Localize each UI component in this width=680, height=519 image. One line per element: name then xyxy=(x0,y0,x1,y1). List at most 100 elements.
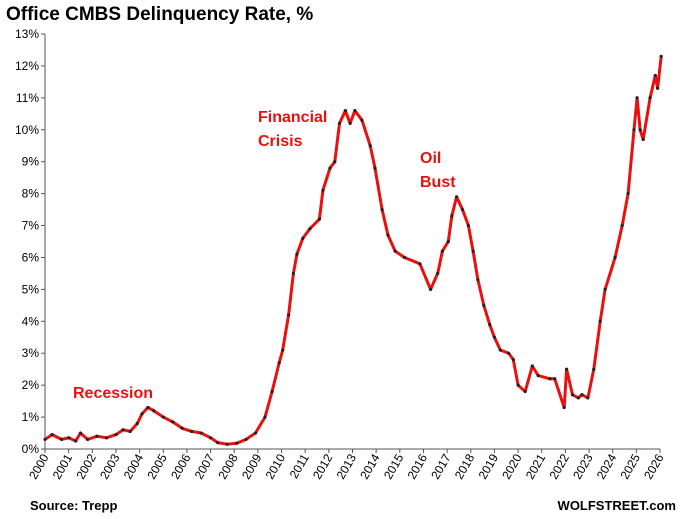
data-point xyxy=(516,383,520,387)
data-point xyxy=(225,442,229,446)
data-point xyxy=(85,437,90,442)
data-point xyxy=(43,437,47,442)
data-point xyxy=(471,249,475,253)
source: Source: Trepp xyxy=(30,498,117,513)
data-point xyxy=(140,412,144,416)
data-point xyxy=(635,96,639,100)
data-point xyxy=(270,389,274,394)
data-point xyxy=(648,96,652,100)
data-point xyxy=(598,319,602,323)
data-point xyxy=(603,287,607,291)
x-tick-label: 2002 xyxy=(73,451,99,481)
x-tick-label: 2024 xyxy=(594,451,620,481)
data-point xyxy=(343,109,348,113)
data-point xyxy=(308,227,312,231)
annotation: Crisis xyxy=(258,133,303,150)
data-point xyxy=(641,137,645,141)
data-point xyxy=(50,433,54,437)
data-point xyxy=(653,73,657,78)
data-point xyxy=(592,367,596,371)
data-point xyxy=(380,207,384,212)
data-point xyxy=(114,433,118,437)
y-tick-label: 10% xyxy=(15,123,39,137)
data-point xyxy=(620,223,624,228)
x-tick-label: 2003 xyxy=(97,451,123,481)
data-point xyxy=(277,361,281,365)
data-point xyxy=(402,255,407,260)
data-point xyxy=(74,439,78,443)
data-point xyxy=(199,431,203,435)
x-tick-label: 2005 xyxy=(144,451,170,481)
x-tick-label: 2023 xyxy=(570,451,596,481)
x-tick-label: 2014 xyxy=(357,451,383,481)
data-point xyxy=(488,322,492,327)
y-tick-label: 6% xyxy=(22,250,40,264)
data-point xyxy=(171,420,175,424)
x-tick-label: 2004 xyxy=(121,451,147,481)
data-point xyxy=(333,160,337,164)
y-tick-label: 11% xyxy=(16,91,39,105)
data-point xyxy=(393,249,397,253)
data-point xyxy=(418,262,422,266)
data-point xyxy=(476,278,480,282)
data-point xyxy=(180,426,184,430)
data-point xyxy=(466,223,471,228)
y-tick-label: 3% xyxy=(22,346,40,360)
data-point xyxy=(128,429,132,434)
data-point xyxy=(586,396,590,400)
x-tick-label: 2010 xyxy=(263,451,289,481)
data-point xyxy=(638,128,642,132)
x-tick-label: 2021 xyxy=(523,451,549,481)
data-point xyxy=(436,271,440,276)
data-point xyxy=(373,166,377,170)
data-point xyxy=(564,367,569,371)
x-tick-label: 2007 xyxy=(192,451,218,481)
data-point xyxy=(553,377,557,381)
data-point xyxy=(152,409,156,413)
data-point xyxy=(440,249,444,253)
x-tick-label: 2013 xyxy=(334,451,360,481)
brand: WOLFSTREET.com xyxy=(558,498,676,513)
y-tick-label: 4% xyxy=(22,314,40,328)
y-tick-label: 5% xyxy=(22,282,40,296)
annotation: Recession xyxy=(73,385,153,402)
data-point xyxy=(317,217,321,221)
y-tick-label: 2% xyxy=(22,378,40,392)
y-tick-label: 9% xyxy=(22,155,40,169)
x-tick-label: 2012 xyxy=(310,451,336,481)
x-tick-label: 2009 xyxy=(239,451,265,481)
data-point xyxy=(450,214,454,218)
data-point xyxy=(161,415,165,419)
annotation: Financial xyxy=(258,109,327,126)
data-point xyxy=(454,195,459,199)
data-point xyxy=(507,351,511,355)
data-point xyxy=(337,121,342,125)
data-point xyxy=(95,434,99,438)
data-point xyxy=(498,348,502,352)
annotation: Bust xyxy=(420,174,456,191)
data-point xyxy=(632,128,636,132)
y-tick-label: 8% xyxy=(22,187,40,201)
y-tick-label: 13% xyxy=(15,27,39,41)
data-point xyxy=(386,233,390,237)
x-tick-label: 2001 xyxy=(50,451,76,481)
x-tick-label: 2019 xyxy=(476,451,502,481)
data-point xyxy=(580,393,584,397)
data-point xyxy=(59,437,64,442)
series-line xyxy=(44,56,663,446)
data-point xyxy=(216,441,220,445)
data-point xyxy=(368,144,372,148)
data-point xyxy=(536,373,540,378)
data-point xyxy=(353,109,357,113)
data-point xyxy=(190,429,194,434)
data-point xyxy=(328,166,332,170)
x-tick-label: 2022 xyxy=(547,451,573,481)
data-point xyxy=(135,421,139,426)
data-point xyxy=(626,192,630,196)
data-point xyxy=(523,389,527,394)
data-point xyxy=(511,358,515,362)
x-tick-label: 2008 xyxy=(215,451,241,481)
data-point xyxy=(570,393,575,397)
x-tick-label: 2026 xyxy=(641,451,667,481)
